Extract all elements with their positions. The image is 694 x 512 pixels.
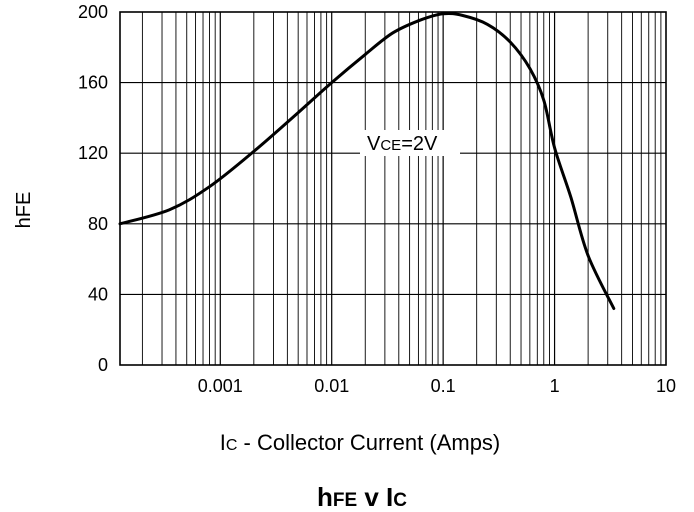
x-tick-label: 0.01 [314,376,349,396]
series-line-hfe [118,11,616,310]
annotation-vce: VCE=2V [367,133,438,155]
y-tick-label: 160 [78,73,108,93]
annotation-background [360,130,460,156]
y-tick-label: 40 [88,284,108,304]
chart-title: hFE v IC [317,482,407,512]
y-tick-label: 0 [98,355,108,375]
y-tick-labels: 0 40 80 120 160 200 [78,2,108,375]
y-tick-label: 120 [78,143,108,163]
y-tick-label: 200 [78,2,108,22]
x-tick-labels: 0.001 0.01 0.1 1 10 [198,376,676,396]
x-axis-label: IC - Collector Current (Amps) [220,430,501,455]
y-tick-label: 80 [88,214,108,234]
x-tick-label: 1 [550,376,560,396]
x-tick-label: 0.1 [431,376,456,396]
y-axis-label: hFE [13,192,35,229]
plot-frame [119,11,667,366]
series-group [118,11,616,310]
x-tick-label: 0.001 [198,376,243,396]
x-tick-label: 10 [656,376,676,396]
plot-background [120,12,666,365]
